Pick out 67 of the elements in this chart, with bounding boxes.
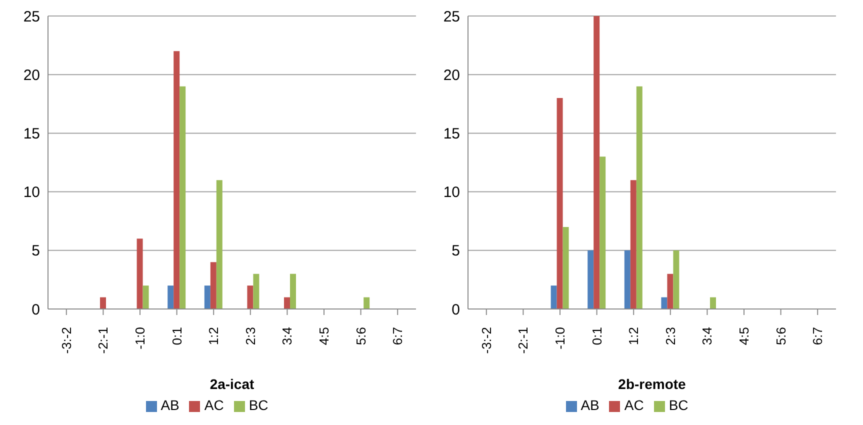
x-tick-label: -3:-2 <box>478 327 494 354</box>
y-tick-label: 15 <box>443 126 460 143</box>
bar <box>624 250 630 309</box>
bar <box>550 286 557 309</box>
bar <box>667 274 674 309</box>
x-tick-label: 6:7 <box>810 327 826 346</box>
bar <box>673 250 680 309</box>
y-tick-label: 20 <box>443 66 460 84</box>
x-tick-label: 0:1 <box>589 327 604 346</box>
bar <box>210 262 216 309</box>
y-tick-label: 10 <box>23 184 40 202</box>
x-tick-label: 3:4 <box>280 327 295 346</box>
x-tick-label: -2:-1 <box>96 327 111 354</box>
legend-label: AB <box>160 397 180 413</box>
bar <box>247 286 254 309</box>
x-tick-label: 3:4 <box>700 327 715 346</box>
legend-label: AB <box>580 397 600 413</box>
bar <box>556 98 563 309</box>
bar <box>136 238 143 309</box>
bar <box>204 286 210 309</box>
x-tick-label: -3:-2 <box>58 327 74 354</box>
x-tick-label: 5:6 <box>773 327 788 346</box>
bar <box>636 86 642 309</box>
x-tick-label: 2:3 <box>662 327 678 346</box>
bar <box>290 274 296 309</box>
y-tick-label: 25 <box>23 8 40 26</box>
bar <box>100 297 106 309</box>
bar <box>216 180 222 309</box>
bar <box>661 297 668 309</box>
x-tick-label: 1:2 <box>626 327 642 346</box>
legend-label: AC <box>624 397 644 413</box>
x-tick-label: 4:5 <box>316 327 332 346</box>
bar <box>142 286 149 309</box>
bar <box>600 156 606 309</box>
x-axis-title: 2a-icat <box>210 376 255 392</box>
x-tick-label: -1:0 <box>552 327 568 350</box>
y-tick-label: 5 <box>32 242 40 260</box>
x-tick-label: 1:2 <box>206 327 222 346</box>
bar <box>562 226 569 309</box>
bar <box>710 297 716 309</box>
legend-label: BC <box>668 397 688 413</box>
bar <box>630 180 636 309</box>
bar <box>168 286 174 309</box>
legend-label: BC <box>248 397 268 413</box>
x-tick-label: 2:3 <box>242 327 258 346</box>
legend-label: AC <box>204 397 224 413</box>
bar <box>284 297 290 309</box>
x-tick-label: -2:-1 <box>516 327 531 354</box>
bar <box>174 51 180 309</box>
x-tick-label: -1:0 <box>132 327 148 350</box>
y-tick-label: 15 <box>23 126 40 143</box>
bar <box>594 16 600 309</box>
y-tick-label: 10 <box>443 184 460 202</box>
x-tick-label: 5:6 <box>353 327 368 346</box>
x-tick-label: 4:5 <box>736 327 752 346</box>
x-axis-title: 2b-remote <box>618 376 686 392</box>
bar <box>253 274 260 309</box>
x-tick-label: 0:1 <box>169 327 184 346</box>
x-tick-label: 6:7 <box>390 327 406 346</box>
bar <box>180 86 186 309</box>
y-tick-label: 25 <box>443 8 460 26</box>
y-tick-label: 5 <box>452 242 460 260</box>
bar <box>364 297 370 309</box>
y-tick-label: 0 <box>32 301 40 318</box>
y-tick-label: 0 <box>452 301 460 318</box>
y-tick-label: 20 <box>23 66 40 84</box>
bar <box>588 250 594 309</box>
